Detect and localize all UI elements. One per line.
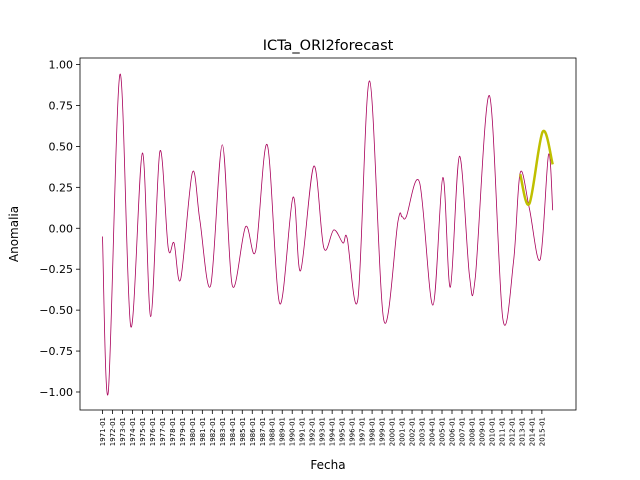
x-tick-label: 2015-01 <box>538 417 546 446</box>
x-tick-label: 1976-01 <box>149 417 157 446</box>
x-tick-label: 1985-01 <box>239 417 247 446</box>
x-tick-label: 1992-01 <box>309 417 317 446</box>
x-tick-label: 2003-01 <box>419 417 427 446</box>
y-tick-label: 1.00 <box>49 59 74 72</box>
x-tick-label: 2012-01 <box>508 417 516 446</box>
x-tick-label: 2008-01 <box>468 417 476 446</box>
x-tick-label: 1982-01 <box>209 417 217 446</box>
x-tick-label: 2014-01 <box>528 417 536 446</box>
x-tick-label: 2005-01 <box>439 417 447 446</box>
x-tick-label: 1987-01 <box>259 417 267 446</box>
chart-title: ICTa_ORI2forecast <box>263 38 394 54</box>
x-tick-label: 1984-01 <box>229 417 237 446</box>
y-tick-label: 0.25 <box>49 181 74 194</box>
x-tick-label: 1983-01 <box>219 417 227 446</box>
y-tick-label: −0.25 <box>39 263 73 276</box>
x-tick-label: 2006-01 <box>449 417 457 446</box>
x-tick-label: 1978-01 <box>169 417 177 446</box>
x-tick-label: 1989-01 <box>279 417 287 446</box>
x-tick-label: 1994-01 <box>329 417 337 446</box>
x-tick-label: 1975-01 <box>139 417 147 446</box>
y-tick-label: 0.75 <box>49 99 74 112</box>
x-tick-label: 1981-01 <box>199 417 207 446</box>
x-axis-label: Fecha <box>310 458 345 472</box>
y-tick-label: −1.00 <box>39 386 73 399</box>
y-tick-label: 0.00 <box>49 222 74 235</box>
x-tick-label: 2007-01 <box>458 417 466 446</box>
x-tick-label: 1990-01 <box>289 417 297 446</box>
y-axis-label: Anomalia <box>7 206 21 262</box>
y-tick-label: −0.75 <box>39 345 73 358</box>
data-line <box>102 73 554 396</box>
x-tick-label: 1973-01 <box>119 417 127 446</box>
x-tick-label: 2000-01 <box>389 417 397 446</box>
x-tick-label: 2013-01 <box>518 417 526 446</box>
x-tick-label: 2001-01 <box>399 417 407 446</box>
x-tick-label: 1986-01 <box>249 417 257 446</box>
x-tick-label: 1988-01 <box>269 417 277 446</box>
x-tick-label: 1991-01 <box>299 417 307 446</box>
x-tick-label: 2009-01 <box>478 417 486 446</box>
x-tick-label: 2010-01 <box>488 417 496 446</box>
plot-frame <box>79 57 577 411</box>
x-tick-label: 1997-01 <box>359 417 367 446</box>
data-line <box>519 129 554 206</box>
x-tick-label: 1972-01 <box>109 417 117 446</box>
x-tick-label: 1999-01 <box>379 417 387 446</box>
x-tick-label: 1996-01 <box>349 417 357 446</box>
x-tick-label: 1977-01 <box>159 417 167 446</box>
x-tick-label: 1974-01 <box>129 417 137 446</box>
y-tick-label: 0.50 <box>49 140 74 153</box>
x-tick-label: 1980-01 <box>189 417 197 446</box>
x-tick-label: 2011-01 <box>498 417 506 446</box>
x-tick-label: 2002-01 <box>409 417 417 446</box>
x-tick-label: 1998-01 <box>369 417 377 446</box>
x-tick-label: 1979-01 <box>179 417 187 446</box>
x-tick-label: 1971-01 <box>99 417 107 446</box>
x-tick-label: 2004-01 <box>429 417 437 446</box>
x-tick-label: 1993-01 <box>319 417 327 446</box>
x-tick-label: 1995-01 <box>339 417 347 446</box>
y-tick-label: −0.50 <box>39 304 73 317</box>
